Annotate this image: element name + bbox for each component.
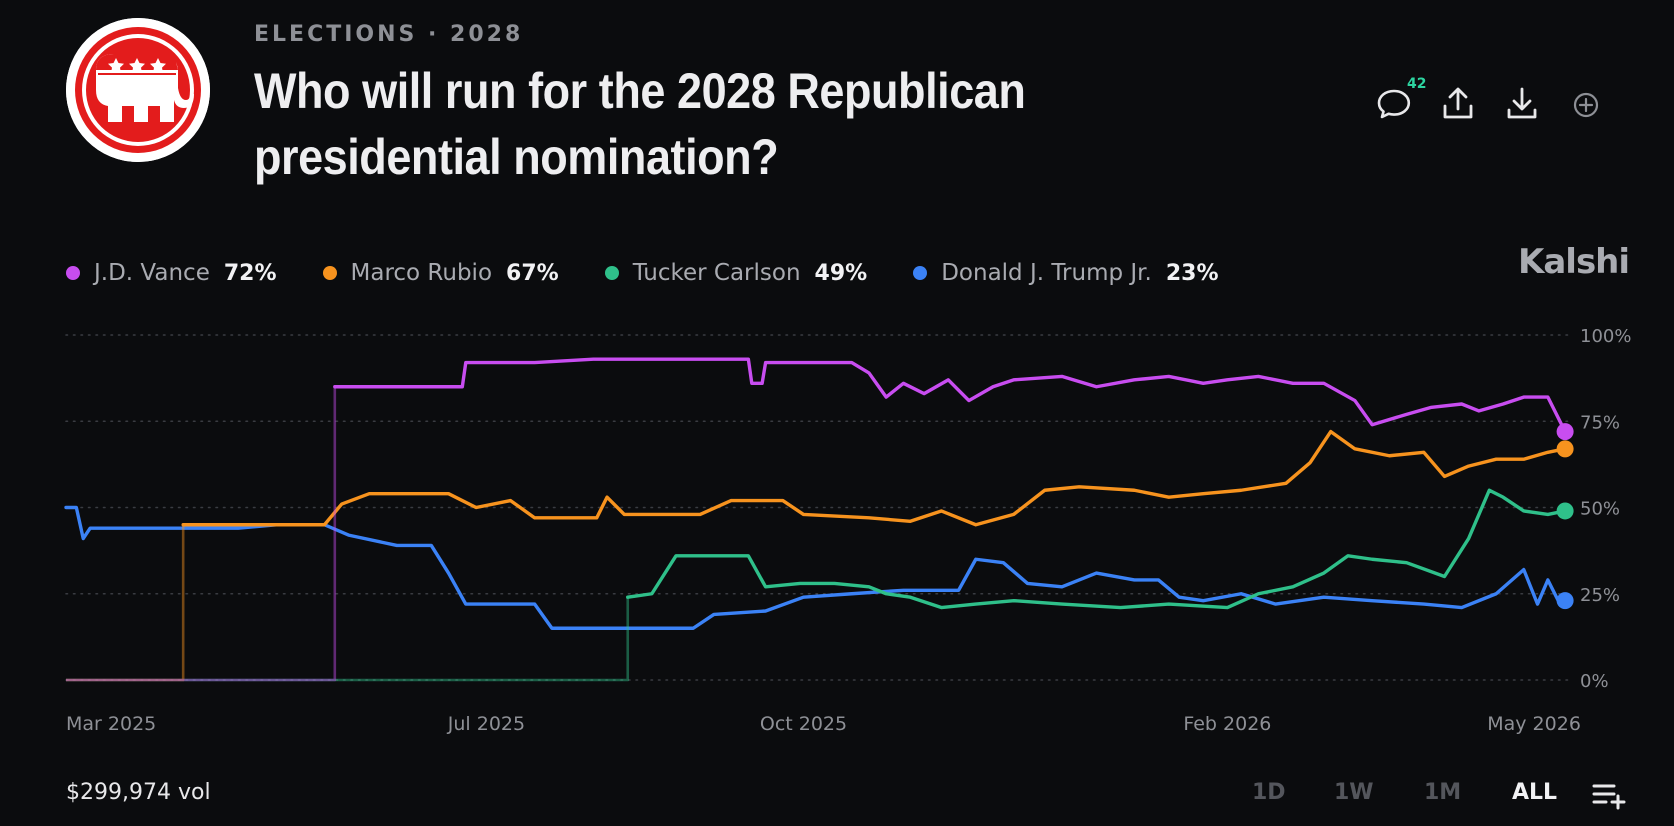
legend-value: 49% <box>814 260 868 286</box>
legend-value: 72% <box>223 260 277 286</box>
series-line <box>333 357 1567 434</box>
y-tick-label: 50% <box>1580 499 1620 520</box>
share-button[interactable] <box>1436 82 1480 126</box>
range-1d-button[interactable]: 1D <box>1252 780 1286 805</box>
x-tick-label: Feb 2026 <box>1183 713 1271 735</box>
series-end-point <box>1556 502 1574 520</box>
legend-name: Donald J. Trump Jr. <box>941 260 1152 286</box>
comment-count: 42 <box>1407 76 1427 92</box>
add-icon <box>1573 92 1599 118</box>
category-kicker: ELECTIONS · 2028 <box>254 22 524 47</box>
legend-dot <box>322 266 337 280</box>
series-line-prelisting <box>66 386 337 682</box>
y-tick-label: 75% <box>1580 412 1620 433</box>
price-history-chart[interactable]: 100% 75% 50% 25% 0% Mar 2025 Jul 2025 Oct 2025 F… <box>0 300 1674 760</box>
download-icon <box>1507 87 1537 119</box>
add-to-list-button[interactable] <box>1592 780 1626 810</box>
series-line-prelisting <box>66 597 630 682</box>
list-add-icon <box>1592 784 1626 810</box>
republican-elephant-logo <box>66 18 210 162</box>
legend-dot <box>604 266 619 280</box>
x-tick-label: Oct 2025 <box>760 713 847 735</box>
series-line <box>64 505 1567 630</box>
legend-item-trump-jr[interactable]: Donald J. Trump Jr. 23% <box>913 260 1219 286</box>
x-tick-label: Jul 2025 <box>447 713 525 735</box>
legend-name: Tucker Carlson <box>632 260 801 286</box>
download-button[interactable] <box>1500 82 1544 126</box>
x-tick-label: May 2026 <box>1487 713 1581 735</box>
series-line <box>181 429 1567 527</box>
add-button[interactable] <box>1564 82 1608 126</box>
range-1m-button[interactable]: 1M <box>1424 780 1462 805</box>
legend-name: J.D. Vance <box>94 260 210 286</box>
y-tick-label: 0% <box>1580 671 1609 692</box>
brand-wordmark: Kalshi <box>1518 242 1630 282</box>
series-end-point <box>1556 592 1574 610</box>
y-tick-label: 25% <box>1580 585 1620 606</box>
chart-legend: J.D. Vance 72% Marco Rubio 67% Tucker Ca… <box>66 258 1265 288</box>
range-1w-button[interactable]: 1W <box>1334 780 1374 805</box>
legend-item-rubio[interactable]: Marco Rubio 67% <box>322 260 559 286</box>
legend-dot <box>66 266 80 280</box>
series-line-prelisting <box>66 524 185 682</box>
legend-name: Marco Rubio <box>350 260 493 286</box>
legend-value: 23% <box>1165 260 1219 286</box>
series-end-point <box>1556 423 1574 441</box>
legend-item-vance[interactable]: J.D. Vance 72% <box>66 260 277 286</box>
y-tick-label: 100% <box>1580 326 1631 347</box>
comment-icon <box>1377 89 1411 119</box>
volume-label: $299,974 vol <box>66 780 211 805</box>
header-actions: 42 <box>1372 76 1632 126</box>
series-end-point <box>1556 440 1574 458</box>
page-title: Who will run for the 2028 Republican pre… <box>254 63 1026 185</box>
share-icon <box>1443 87 1473 119</box>
legend-dot <box>913 266 928 280</box>
range-all-button[interactable]: ALL <box>1512 780 1558 805</box>
x-tick-label: Mar 2025 <box>66 713 156 735</box>
legend-item-carlson[interactable]: Tucker Carlson 49% <box>604 260 868 286</box>
legend-value: 67% <box>506 260 559 286</box>
comment-button[interactable]: 42 <box>1372 76 1426 126</box>
series-line <box>626 488 1567 610</box>
